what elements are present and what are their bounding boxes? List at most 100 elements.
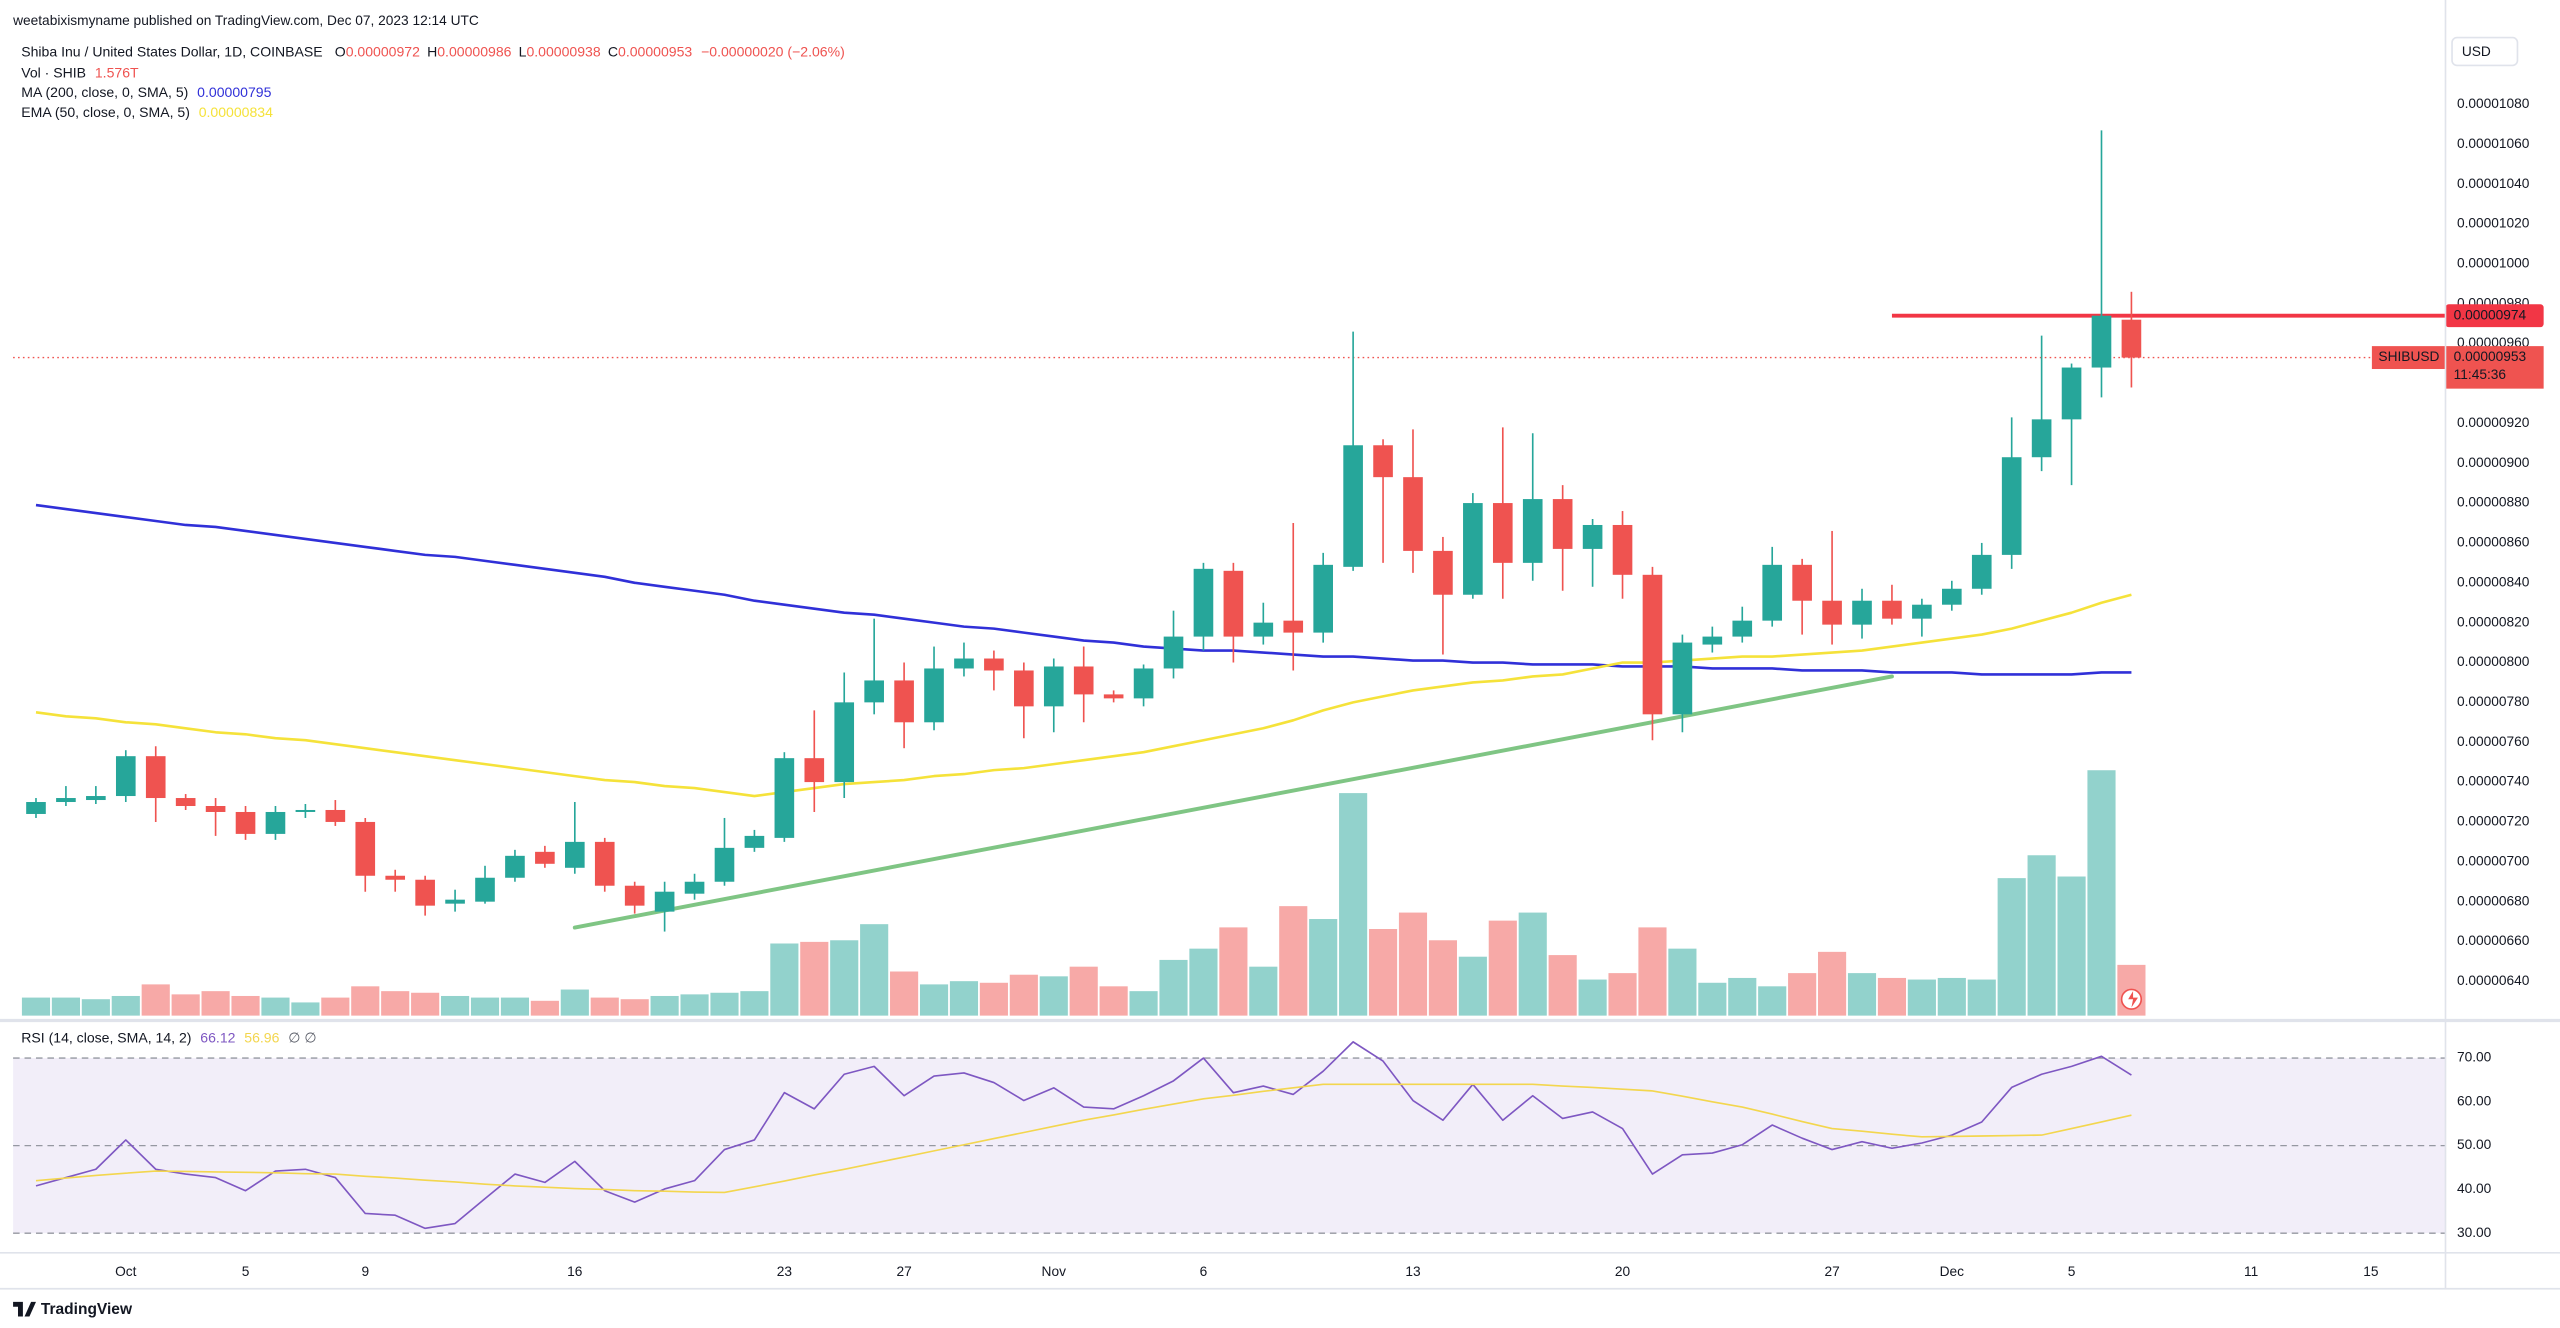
y-tick-label: 0.00000720 (2457, 814, 2530, 829)
volume-bar (1578, 979, 1607, 1016)
volume-bar (2027, 855, 2056, 1016)
price-tag (2445, 304, 2544, 328)
volume-bar (1967, 979, 1996, 1016)
alert-bolt (2128, 991, 2138, 1008)
candle-body (894, 680, 914, 723)
candle-body (804, 758, 825, 783)
y-tick-label: 0.00000760 (2457, 734, 2530, 749)
currency-label[interactable]: USD (2462, 44, 2491, 59)
candle-body (1582, 524, 1603, 549)
candle-body (684, 881, 705, 894)
volume-bar (530, 1000, 559, 1016)
volume-bar (2057, 876, 2086, 1016)
volume-bar (1608, 973, 1637, 1016)
volume-bar (979, 982, 1008, 1016)
volume-bar (470, 997, 500, 1016)
volume-bar (949, 981, 979, 1016)
candle-body (1014, 670, 1034, 707)
volume-bar (231, 995, 260, 1016)
candle-body (774, 758, 795, 838)
volume-bar (1818, 951, 1847, 1016)
volume-bar (1488, 920, 1517, 1016)
volume-bar (710, 992, 739, 1016)
rsi-line (35, 1083, 2132, 1194)
candle-body (56, 798, 76, 803)
y-tick-label: 0.00000740 (2457, 774, 2530, 789)
candle-body (1253, 622, 1274, 637)
candle-body (1522, 499, 1543, 563)
volume-bar (560, 989, 589, 1016)
symbol-legend: Shiba Inu / United States Dollar, 1D, CO… (21, 43, 845, 59)
rsi-legend: RSI (14, close, SMA, 14, 2) 66.12 56.96 … (21, 1029, 316, 1045)
volume-bar (51, 997, 80, 1016)
y-tick-label: 40.00 (2457, 1181, 2492, 1196)
candle-body (385, 875, 406, 880)
candle-body (505, 855, 525, 878)
x-tick-label: 16 (567, 1264, 583, 1279)
candle-body (1073, 666, 1094, 695)
volume-bar (1937, 977, 1966, 1016)
logo-mark (13, 1301, 36, 1317)
x-tick-label: 27 (1824, 1264, 1839, 1279)
volume-bar (890, 971, 919, 1016)
price-tag-label: 0.00000974 (2454, 307, 2527, 322)
volume-bar (411, 992, 440, 1016)
volume-bar (1398, 912, 1428, 1016)
candle-body (1193, 568, 1214, 637)
candle-body (415, 879, 435, 906)
ema-legend: EMA (50, close, 0, SMA, 5) 0.00000834 (21, 104, 273, 120)
x-tick-label: 6 (1200, 1264, 1208, 1279)
ohlc-value: 0.00000986 (437, 43, 511, 59)
ohlc-letter: C (608, 43, 618, 59)
y-tick-label: 0.00000780 (2457, 694, 2530, 709)
candle-body (954, 658, 974, 669)
candle-body (1971, 554, 1992, 589)
candle-body (115, 756, 136, 797)
candle-body (2121, 319, 2142, 358)
candle-body (1762, 564, 1783, 621)
candle-body (2091, 315, 2112, 368)
x-tick-label: 5 (2068, 1264, 2076, 1279)
candle-body (1792, 564, 1812, 601)
y-tick-label: 0.00000860 (2457, 535, 2530, 550)
candle-body (594, 841, 615, 886)
candle-body (1223, 570, 1244, 637)
x-tick-label: 13 (1405, 1264, 1421, 1279)
y-tick-label: 0.00001020 (2457, 216, 2530, 231)
volume-bar (1997, 878, 2026, 1016)
candle-body (1433, 550, 1453, 595)
currency-box[interactable] (2451, 36, 2519, 67)
volume-bar (1309, 919, 1338, 1016)
candle-body (654, 891, 675, 912)
candle-body (1852, 600, 1872, 625)
volume-bar (441, 995, 470, 1016)
ma-name: MA (200, close, 0, SMA, 5) (21, 84, 188, 100)
logo-text: TradingView (41, 1301, 133, 1318)
y-tick-label: 0.00000640 (2457, 973, 2530, 988)
x-tick-label: 20 (1615, 1264, 1631, 1279)
y-tick-label: 0.00000660 (2457, 933, 2530, 948)
volume-bar (590, 997, 619, 1016)
volume-bar (1279, 906, 1308, 1016)
ohlc-value: 0.00000972 (346, 43, 420, 59)
volume-bar (860, 924, 889, 1016)
candle-body (864, 680, 884, 703)
moving-average-line (35, 503, 2132, 676)
candle-body (1612, 524, 1633, 575)
candle-body (1642, 574, 1663, 715)
volume-bar (1159, 959, 1188, 1016)
volume-bar (770, 943, 799, 1016)
volume-bar (1368, 929, 1398, 1016)
ma-value: 0.00000795 (197, 84, 271, 100)
front-layer: 0.00000640 0.00000660 0.00000680 0.00000700… (115, 96, 2544, 1279)
candle-body (1043, 666, 1064, 707)
volume-bar (919, 984, 949, 1016)
volume-bar (830, 940, 859, 1016)
candle-body (1283, 620, 1304, 633)
candle-body (1403, 477, 1423, 551)
x-tick-label: 23 (777, 1264, 793, 1279)
y-tick-label: 70.00 (2457, 1050, 2492, 1065)
last-price-tag (2445, 346, 2544, 389)
candle-body (325, 809, 346, 822)
